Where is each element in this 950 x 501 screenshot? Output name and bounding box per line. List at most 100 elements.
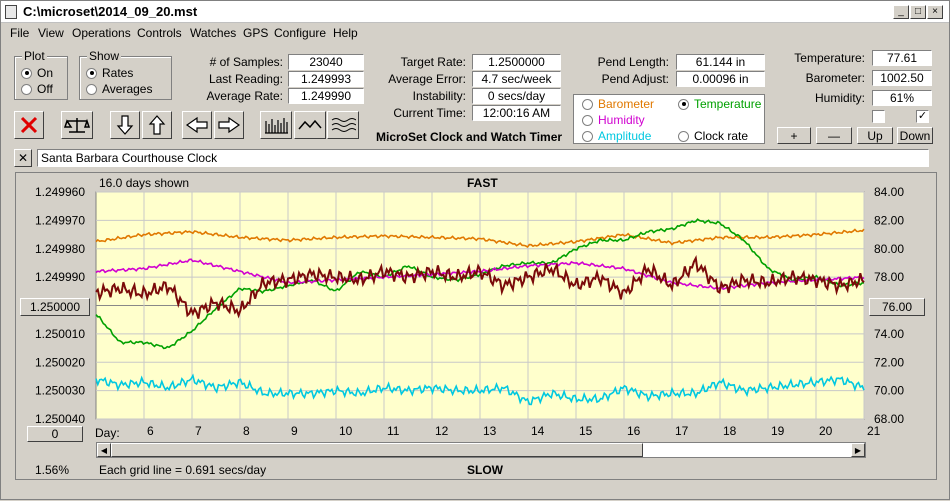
multi-wave-icon[interactable] (327, 111, 359, 139)
scale-down-button[interactable]: Down (897, 127, 933, 144)
menu-view[interactable]: View (38, 26, 64, 40)
minimize-button[interactable]: _ (893, 5, 909, 19)
plot-off-radio[interactable]: Off (21, 82, 53, 96)
x-tick-label: 10 (339, 424, 353, 438)
target-rate-field: 1.2500000 (472, 54, 561, 70)
humidity-label: Humidity: (814, 91, 865, 105)
checkbox-right[interactable]: ✓ (916, 110, 929, 123)
instability-label: Instability: (412, 89, 466, 103)
bar-chart-icon[interactable] (260, 111, 292, 139)
radio-indicator (582, 114, 593, 126)
radio-indicator (582, 98, 593, 110)
scale-up-button[interactable]: Up (857, 127, 893, 144)
scroll-position-button[interactable]: 0 (27, 426, 83, 442)
radio-indicator (678, 130, 689, 142)
arrow-left-icon[interactable] (182, 111, 212, 139)
plot-on-label: On (37, 66, 54, 80)
humidity-field: 61% (872, 90, 932, 106)
average-error-field: 4.7 sec/week (472, 71, 561, 87)
x-tick-label: 13 (483, 424, 497, 438)
balance-scale-icon[interactable] (61, 111, 93, 139)
title-bar: C:\microset\2014_09_20.mst _ □ × (1, 1, 949, 23)
y-tick-left: 1.249970 (35, 213, 85, 227)
y-tick-right: 72.00 (874, 355, 904, 369)
last-reading-field: 1.249993 (288, 71, 364, 87)
scroll-right-arrow-icon[interactable]: ▶ (851, 443, 865, 457)
grid-note: Each grid line = 0.691 secs/day (99, 463, 267, 477)
plot-on-radio[interactable]: On (21, 66, 53, 80)
chart-scrollbar[interactable]: ◀ ▶ (96, 442, 866, 458)
y-tick-left: 1.249960 (35, 185, 85, 199)
menu-bar: File View Operations Controls Watches GP… (1, 23, 949, 43)
rate-center-button[interactable]: 1.250000 (20, 298, 90, 316)
radio-indicator (21, 67, 32, 79)
menu-gps[interactable]: GPS (243, 26, 269, 40)
sensor-temperature-label: Temperature (694, 97, 762, 111)
barometer-label: Barometer: (805, 71, 865, 85)
radio-indicator (678, 98, 689, 110)
percent-label: 1.56% (35, 463, 70, 477)
show-averages-label: Averages (102, 82, 153, 96)
temperature-center-button[interactable]: 76.00 (869, 298, 925, 316)
menu-configure[interactable]: Configure (274, 26, 327, 40)
instability-field: 0 secs/day (472, 88, 561, 104)
y-tick-right: 68.00 (874, 412, 904, 426)
y-tick-right: 78.00 (874, 270, 904, 284)
scroll-left-arrow-icon[interactable]: ◀ (97, 443, 111, 457)
scale-minus-button[interactable]: — (816, 127, 852, 144)
y-tick-right: 70.00 (874, 384, 904, 398)
y-tick-left: 1.250040 (35, 412, 85, 426)
plot-group-title: Plot (22, 49, 47, 63)
window-title: C:\microset\2014_09_20.mst (23, 4, 198, 19)
sensor-humidity-radio[interactable]: Humidity (582, 113, 645, 127)
days-shown-label: 16.0 days shown (99, 176, 190, 190)
scrollbar-thumb[interactable] (111, 443, 643, 457)
menu-operations[interactable]: Operations (72, 26, 131, 40)
average-rate-label: Average Rate: (206, 89, 284, 103)
y-tick-right: 84.00 (874, 185, 904, 199)
x-tick-label: 11 (387, 424, 400, 438)
scale-plus-button[interactable]: + (777, 127, 811, 144)
temperature-label: Temperature: (794, 51, 865, 65)
sensor-clock-rate-radio[interactable]: Clock rate (678, 129, 748, 143)
app-caption: MicroSet Clock and Watch Timer (376, 130, 563, 144)
x-tick-label: 9 (291, 424, 298, 438)
y-tick-left: 1.250010 (35, 327, 85, 341)
arrow-right-icon[interactable] (214, 111, 244, 139)
x-tick-label: 12 (435, 424, 449, 438)
y-tick-right: 74.00 (874, 327, 904, 341)
y-tick-left: 1.250020 (35, 355, 85, 369)
y-tick-left: 1.249990 (35, 270, 85, 284)
checkbox-left[interactable] (872, 110, 885, 123)
fast-caption: FAST (467, 176, 498, 190)
sensor-temperature-radio[interactable]: Temperature (678, 97, 761, 111)
clear-name-button[interactable]: ✕ (14, 149, 32, 167)
menu-help[interactable]: Help (333, 26, 358, 40)
close-x-icon[interactable] (14, 111, 44, 139)
series-line-4 (95, 255, 865, 319)
current-time-label: Current Time: (393, 106, 466, 120)
sensor-barometer-radio[interactable]: Barometer (582, 97, 654, 111)
clock-name-field[interactable]: Santa Barbara Courthouse Clock (37, 149, 929, 167)
y-tick-right: 82.00 (874, 213, 904, 227)
arrow-down-icon[interactable] (110, 111, 140, 139)
close-button[interactable]: × (927, 5, 943, 19)
menu-controls[interactable]: Controls (137, 26, 182, 40)
current-time-field: 12:00:16 AM (472, 105, 561, 121)
maximize-button[interactable]: □ (910, 5, 926, 19)
app-icon (5, 5, 17, 19)
y-tick-left: 1.250030 (35, 384, 85, 398)
sensor-amplitude-radio[interactable]: Amplitude (582, 129, 651, 143)
y-tick-right: 80.00 (874, 242, 904, 256)
show-averages-radio[interactable]: Averages (86, 82, 152, 96)
line-wave-icon[interactable] (294, 111, 326, 139)
sensor-amplitude-label: Amplitude (598, 129, 652, 143)
radio-indicator (21, 83, 32, 95)
show-rates-radio[interactable]: Rates (86, 66, 133, 80)
x-tick-label: 16 (627, 424, 641, 438)
arrow-up-icon[interactable] (142, 111, 172, 139)
plot-off-label: Off (37, 82, 53, 96)
menu-file[interactable]: File (10, 26, 30, 40)
menu-watches[interactable]: Watches (190, 26, 237, 40)
